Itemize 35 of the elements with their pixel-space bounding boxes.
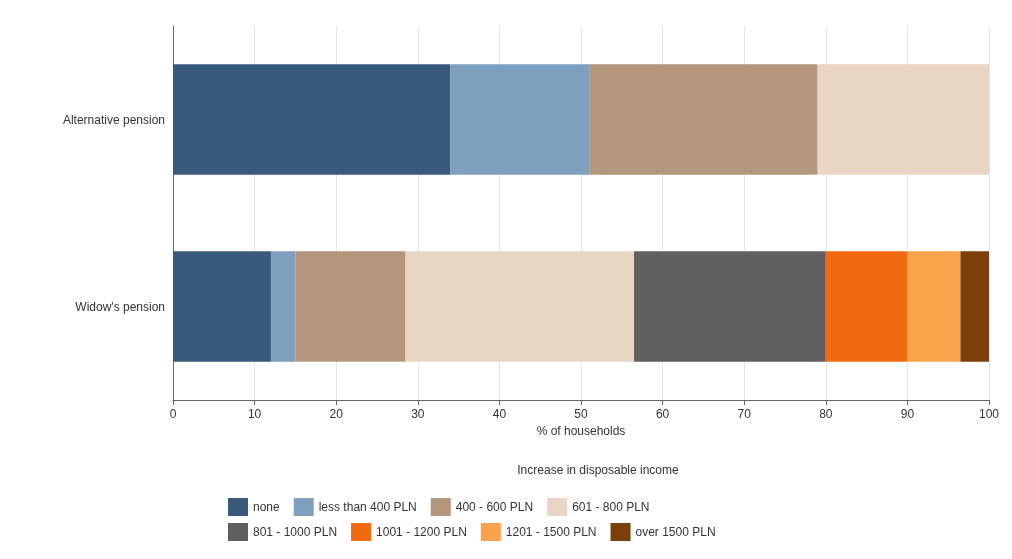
legend-label: 1001 - 1200 PLN	[376, 525, 467, 539]
bar	[634, 251, 826, 362]
x-tick-label: 40	[492, 407, 507, 421]
legend-title: Increase in disposable income	[517, 463, 680, 477]
bar	[907, 251, 961, 362]
x-tick-label: 10	[247, 407, 262, 421]
bar	[405, 251, 635, 362]
bar	[270, 251, 296, 362]
x-tick-label: 20	[329, 407, 344, 421]
bar	[817, 64, 989, 175]
x-axis-title: % of households	[536, 423, 626, 438]
legend-label: less than 400 PLN	[318, 500, 417, 514]
x-tick-label: 50	[574, 407, 588, 421]
x-tick-label: 70	[737, 407, 752, 421]
legend-label: 1201 - 1500 PLN	[505, 525, 597, 539]
legend-label: 801 - 1000 PLN	[253, 525, 338, 539]
bar	[173, 64, 451, 175]
bar	[825, 251, 908, 362]
legend-label: 601 - 800 PLN	[572, 500, 650, 514]
y-tick-label: Alternative pension	[62, 112, 165, 127]
x-tick-label: 30	[411, 407, 425, 421]
bar	[295, 251, 406, 362]
x-tick-label: 0	[169, 407, 177, 421]
x-tick-label: 100	[978, 407, 1000, 421]
bar	[589, 64, 818, 175]
bar	[960, 251, 989, 362]
y-tick-label: Widow's pension	[75, 299, 165, 314]
legend-label: 400 - 600 PLN	[455, 500, 534, 514]
x-tick-label: 90	[900, 407, 915, 421]
x-tick-label: 60	[655, 407, 670, 421]
x-tick-label: 80	[819, 407, 833, 421]
legend-label: over 1500 PLN	[635, 525, 716, 539]
bar	[173, 251, 271, 362]
bar	[450, 64, 590, 175]
legend-label: none	[253, 500, 281, 514]
